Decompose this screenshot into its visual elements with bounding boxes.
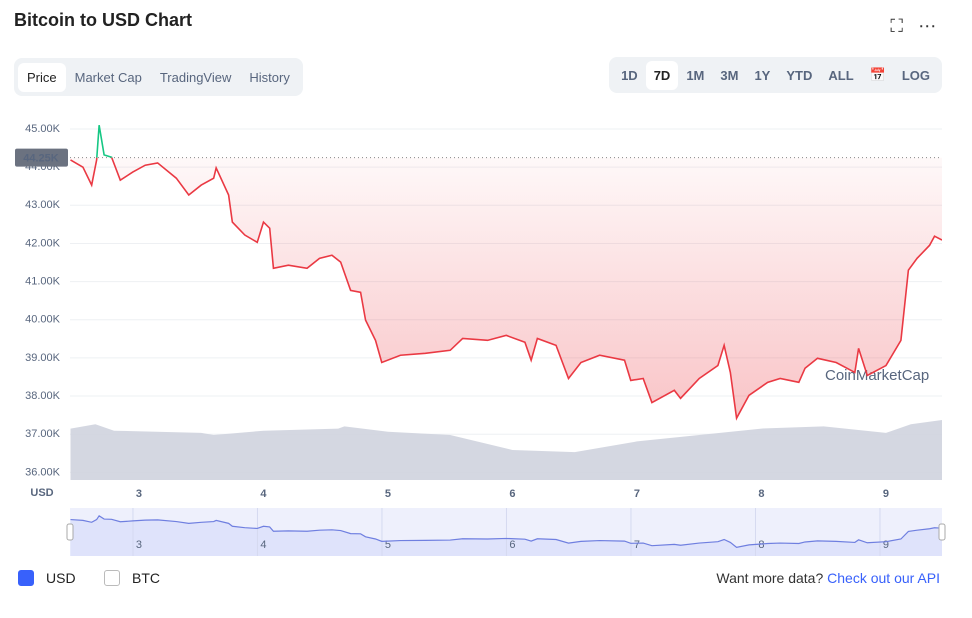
tab[interactable]: Price [18,62,66,92]
reference-label: 44.25K [23,153,59,165]
y-tick-label: 41.00K [25,276,61,288]
x-tick-label: 4 [260,488,267,500]
navigator-tick-label: 6 [509,539,515,551]
y-tick-label: 43.00K [25,199,61,211]
range-button[interactable]: 1Y [754,67,771,83]
x-tick-label: 8 [758,488,764,500]
range-button[interactable]: 7D [645,60,679,90]
ranges: 1D 7D 1M 3M 1Y YTD ALL 📅 LOG [609,57,942,93]
navigator-tick-label: 7 [634,539,640,551]
checkbox[interactable] [18,570,34,586]
navigator-tick-label: 4 [260,539,266,551]
navigator-area [70,515,943,556]
range-button[interactable]: 1M [686,67,705,83]
navigator-tick-label: 3 [136,539,142,551]
prompt: Want more data? [716,570,824,586]
range-button[interactable]: 1D [621,67,638,83]
calendar-button[interactable]: 📅 [869,67,886,82]
price-line [70,157,942,421]
x-tick-label: 5 [385,488,391,500]
x-tick-label: 9 [883,488,889,500]
tabs: Price Market Cap TradingView History [14,58,303,96]
y-tick-label: 40.00K [25,314,61,326]
tab[interactable]: History [249,69,290,85]
y-tick-label: 42.00K [25,237,61,249]
navigator-line [70,515,943,548]
y-tick-label: 36.00K [25,466,61,478]
icons[interactable]: ⛶ ⋯ [890,16,936,36]
api-link[interactable]: Check out our API [827,570,940,586]
y-axis-label: USD [30,487,53,499]
api-note: Want more data? Check out our API [716,570,940,586]
navigator-handle[interactable] [938,523,946,541]
y-tick-label: 39.00K [25,352,61,364]
reference-badge [15,148,68,167]
title: Bitcoin to USD Chart [14,10,192,30]
range-button[interactable]: YTD [786,67,813,83]
log-button[interactable]: LOG [901,67,930,83]
x-tick-label: 7 [634,488,640,500]
y-tick-label: 45.00K [25,123,61,135]
btc-toggle[interactable]: BTC [104,570,160,586]
usd-toggle[interactable]: USD [18,570,76,586]
price-area [70,157,942,419]
tab[interactable]: Market Cap [74,69,142,85]
range-button[interactable]: ALL [828,67,854,83]
navigator-tick-label: 8 [758,539,764,551]
navigator-handle[interactable] [66,523,74,541]
x-tick-label: 3 [136,488,142,500]
tab[interactable]: TradingView [159,69,232,85]
range-button[interactable]: 3M [720,67,739,83]
label: BTC [132,570,160,586]
x-tick-label: 6 [509,488,515,500]
y-tick-label: 38.00K [25,390,61,402]
navigator-tick-label: 9 [883,539,889,551]
checkbox[interactable] [104,570,120,586]
navigator-tick-label: 5 [385,539,391,551]
label: USD [46,570,76,586]
y-tick-label: 37.00K [25,428,61,440]
volume-area [70,420,943,480]
